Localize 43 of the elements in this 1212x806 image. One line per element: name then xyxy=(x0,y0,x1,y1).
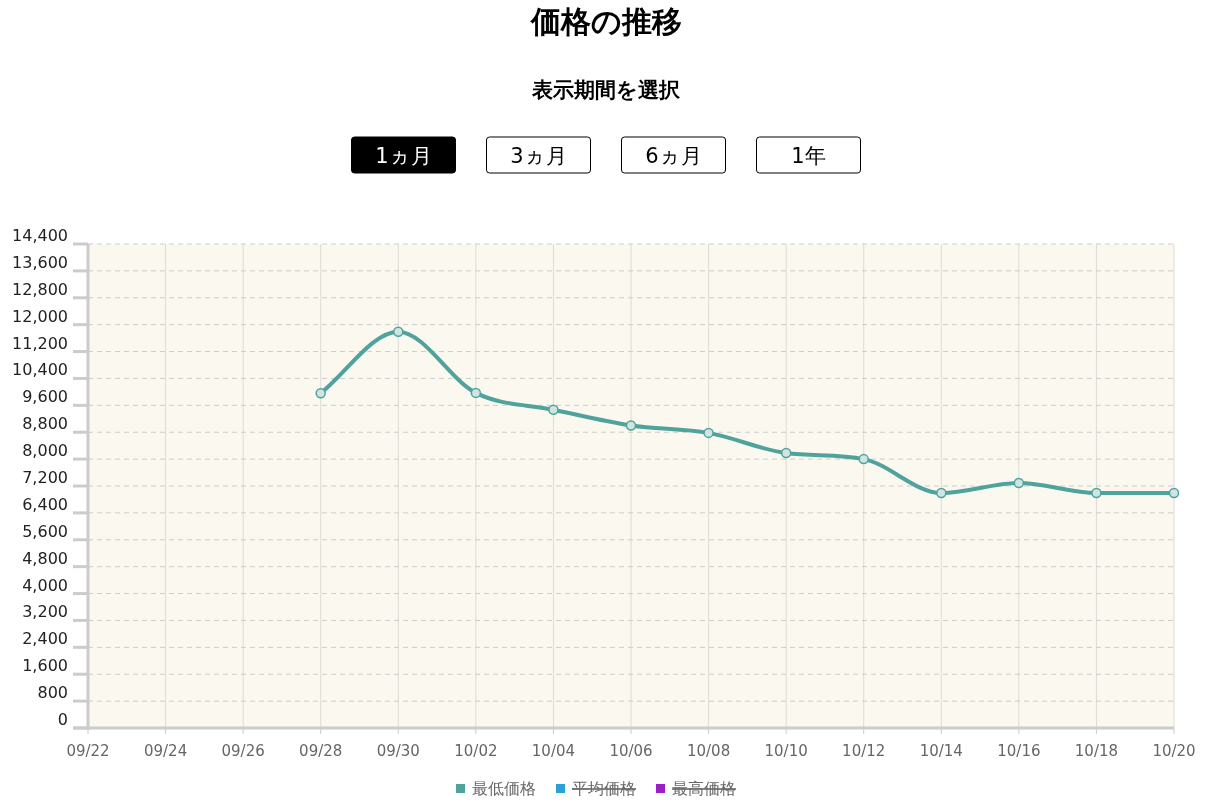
y-tick-label: 6,400 xyxy=(22,494,68,514)
x-tick-label: 10/02 xyxy=(454,742,498,760)
y-tick-label: 12,000 xyxy=(12,306,68,326)
x-tick-label: 09/22 xyxy=(66,742,110,760)
legend-label: 最低価格 xyxy=(472,779,536,798)
button: 1年 xyxy=(756,136,861,174)
y-tick-label: 1,600 xyxy=(22,656,68,676)
y-tick-label: 9,600 xyxy=(22,387,68,407)
y-tick-label: 800 xyxy=(37,683,68,703)
x-tick-label: 10/18 xyxy=(1074,742,1119,760)
legend-label: 平均価格 xyxy=(572,779,636,798)
x-tick-label: 10/08 xyxy=(686,742,731,760)
y-tick-label: 10,400 xyxy=(12,360,68,380)
y-tick-label: 4,800 xyxy=(22,548,68,568)
y-tick-label: 11,200 xyxy=(12,333,68,353)
y-tick-label: 2,400 xyxy=(22,629,68,649)
x-tick-label: 09/30 xyxy=(376,742,420,760)
x-tick-label: 10/10 xyxy=(764,742,808,760)
y-tick-label: 4,000 xyxy=(22,575,68,595)
x-tick-label: 10/14 xyxy=(919,742,963,760)
y-tick-label: 7,200 xyxy=(22,468,68,487)
x-tick-label: 09/24 xyxy=(143,742,188,760)
x-tick-label: 10/06 xyxy=(609,742,653,760)
chart-title: 価格の推移 xyxy=(529,4,682,39)
y-tick-label: 3,200 xyxy=(22,602,68,622)
x-tick-label: 09/26 xyxy=(221,742,265,760)
y-tick-label: 13,600 xyxy=(12,252,68,272)
x-tick-label: 10/16 xyxy=(997,742,1041,760)
chart-subtitle: 表示期間を選択 xyxy=(531,78,681,102)
legend-label: 最高価格 xyxy=(672,779,736,798)
button: 1ヵ月 xyxy=(351,136,456,174)
y-tick-label: 8,000 xyxy=(22,441,68,461)
button: 3ヵ月 xyxy=(486,136,591,174)
x-tick-label: 10/12 xyxy=(842,742,886,760)
y-tick-label: 8,800 xyxy=(22,414,68,434)
x-tick-label: 10/04 xyxy=(531,742,576,760)
y-tick-label: 0 xyxy=(57,710,68,729)
x-tick-label: 09/28 xyxy=(299,742,343,760)
x-tick-label: 10/20 xyxy=(1152,742,1196,760)
y-tick-label: 12,800 xyxy=(12,279,68,299)
y-tick-label: 5,600 xyxy=(22,521,68,541)
y-tick-label: 14,400 xyxy=(12,226,68,245)
button: 6ヵ月 xyxy=(621,136,726,174)
